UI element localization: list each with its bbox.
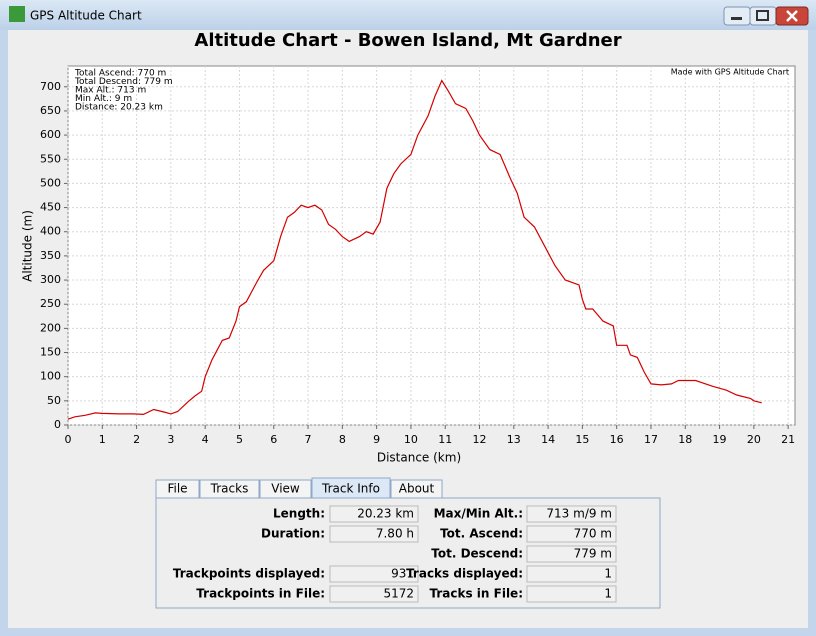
field-label: Tot. Descend: [431, 547, 523, 561]
y-tick-label: 650 [40, 104, 61, 117]
field-box [526, 565, 617, 583]
altitude-line [67, 79, 762, 420]
x-tick-label: 9 [373, 433, 380, 446]
y-tick-label: 350 [40, 249, 61, 262]
field-label: Trackpoints displayed: [173, 567, 325, 581]
y-tick-label: 300 [40, 273, 61, 286]
stat-line: Min Alt.: 9 m [75, 94, 132, 104]
field-box [329, 565, 419, 583]
y-axis-title: Altitude (m) [21, 210, 35, 282]
x-tick-label: 4 [202, 433, 209, 446]
credit: Made with GPS Altitude Chart [671, 68, 789, 77]
x-tick-label: 13 [507, 433, 521, 446]
x-tick-label: 21 [781, 433, 795, 446]
field-value: 779 m [574, 547, 612, 561]
x-tick-label: 15 [575, 433, 589, 446]
plot: 0501001502002503003504004505005506006507… [40, 66, 795, 446]
field-label: Length: [273, 507, 325, 521]
field-value: 1 [604, 567, 612, 581]
x-tick-label: 5 [236, 433, 243, 446]
y-tick-label: 100 [40, 370, 61, 383]
field-label: Trackpoints in File: [196, 587, 325, 601]
y-tick-label: 200 [40, 321, 61, 334]
field-value: 931 [391, 567, 414, 581]
track-info: Length: 20.23 km Duration: 7.80 h Trackpoint… [173, 505, 617, 603]
tab-label: Track Info [321, 482, 380, 496]
y-tick-label: 250 [40, 297, 61, 310]
stat-line: Total Descend: 779 m [74, 77, 173, 87]
x-tick-label: 11 [438, 433, 452, 446]
field-box [526, 505, 617, 523]
field-box [526, 585, 617, 603]
window-title: GPS Altitude Chart [30, 9, 142, 23]
close-icon [786, 10, 798, 22]
app-icon [9, 6, 25, 22]
x-tick-label: 10 [404, 433, 418, 446]
x-tick-label: 20 [747, 433, 761, 446]
y-tick-label: 50 [47, 394, 61, 407]
minimize-icon [731, 17, 742, 20]
field-value: 20.23 km [357, 507, 414, 521]
y-tick-label: 600 [40, 128, 61, 141]
y-tick-label: 700 [40, 80, 61, 93]
x-tick-label: 6 [270, 433, 277, 446]
tab-label: About [399, 482, 435, 496]
stat-line: Distance: 20.23 km [75, 103, 163, 113]
maximize-button[interactable] [749, 6, 777, 26]
field-box [526, 545, 617, 563]
field-label: Tot. Ascend: [440, 527, 523, 541]
x-tick-label: 17 [644, 433, 658, 446]
stat-line: Total Ascend: 770 m [74, 69, 166, 79]
x-tick-label: 1 [99, 433, 106, 446]
tab-label: View [271, 482, 300, 496]
y-tick-label: 0 [54, 418, 61, 431]
field-box [329, 525, 419, 543]
y-tick-label: 500 [40, 176, 61, 189]
plot-area [67, 65, 796, 426]
field-value: 5172 [383, 587, 414, 601]
y-tick-label: 150 [40, 346, 61, 359]
x-tick-label: 3 [167, 433, 174, 446]
x-tick-label: 0 [65, 433, 72, 446]
x-tick-label: 18 [678, 433, 692, 446]
field-label: Duration: [261, 527, 325, 541]
field-label: Tracks displayed: [406, 567, 523, 581]
tabs: File Tracks View Track Info About [155, 477, 443, 500]
x-tick-label: 12 [473, 433, 487, 446]
field-box [329, 505, 419, 523]
field-label: Max/Min Alt.: [434, 507, 523, 521]
y-tick-label: 400 [40, 225, 61, 238]
minimize-button[interactable] [723, 6, 751, 26]
field-label: Tracks in File: [430, 587, 524, 601]
y-tick-label: 450 [40, 201, 61, 214]
tab-label: File [167, 482, 187, 496]
x-tick-label: 14 [541, 433, 555, 446]
field-value: 1 [604, 587, 612, 601]
chart-title: Altitude Chart - Bowen Island, Mt Gardne… [194, 30, 621, 51]
x-tick-label: 8 [339, 433, 346, 446]
x-axis-title: Distance (km) [377, 451, 461, 465]
stat-line: Max Alt.: 713 m [75, 86, 146, 96]
maximize-icon [756, 10, 769, 21]
title-bar [0, 0, 816, 30]
x-tick-label: 2 [133, 433, 140, 446]
x-tick-label: 19 [713, 433, 727, 446]
tab-label: Tracks [210, 482, 249, 496]
field-box [329, 585, 419, 603]
field-value: 713 m/9 m [546, 507, 612, 521]
x-tick-label: 7 [305, 433, 312, 446]
field-value: 770 m [574, 527, 612, 541]
y-tick-label: 550 [40, 152, 61, 165]
field-value: 7.80 h [376, 527, 414, 541]
field-box [526, 525, 617, 543]
x-tick-label: 16 [610, 433, 624, 446]
